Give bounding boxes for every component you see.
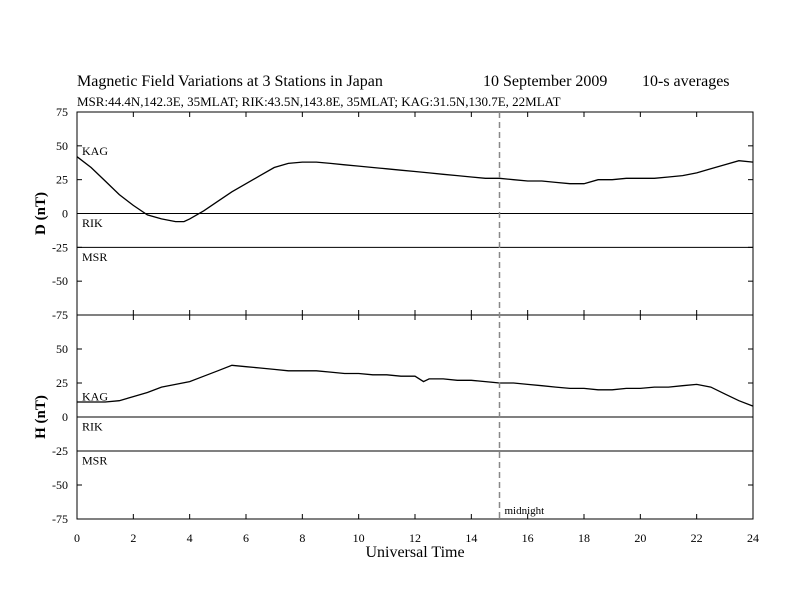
station-label-msr: MSR: [82, 250, 107, 264]
y-tick-label: 50: [56, 139, 68, 153]
y-tick-label: -25: [52, 444, 68, 458]
chart-averaging-note: 10-s averages: [642, 73, 730, 90]
x-tick-label: 6: [243, 531, 249, 545]
y-tick-label: -50: [52, 478, 68, 492]
chart-title: Magnetic Field Variations at 3 Stations …: [77, 73, 383, 90]
x-tick-label: 4: [187, 531, 193, 545]
x-tick-label: 18: [578, 531, 590, 545]
y-tick-label: 0: [62, 410, 68, 424]
x-tick-label: 14: [465, 531, 477, 545]
y-tick-label: -25: [52, 240, 68, 254]
y-tick-label: 25: [56, 173, 68, 187]
chart-date: 10 September 2009: [483, 73, 608, 90]
y-tick-label: -75: [52, 308, 68, 322]
y-tick-label: 0: [62, 207, 68, 221]
x-tick-label: 2: [130, 531, 136, 545]
x-tick-label: 12: [409, 531, 421, 545]
x-tick-label: 16: [522, 531, 534, 545]
y-tick-label: -50: [52, 274, 68, 288]
y-tick-label: 50: [56, 342, 68, 356]
x-tick-label: 20: [634, 531, 646, 545]
midnight-label: midnight: [505, 505, 545, 517]
x-tick-label: 22: [691, 531, 703, 545]
chart-subtitle: MSR:44.4N,142.3E, 35MLAT; RIK:43.5N,143.…: [77, 94, 561, 109]
x-tick-label: 24: [747, 531, 759, 545]
x-tick-label: 10: [353, 531, 365, 545]
y-axis-label: H (nT): [33, 395, 49, 439]
y-tick-label: 75: [56, 105, 68, 119]
y-tick-label: -75: [52, 512, 68, 526]
series-line-kag-h: [77, 364, 754, 407]
x-axis-label: Universal Time: [365, 544, 464, 561]
y-tick-label: 25: [56, 376, 68, 390]
x-tick-label: 0: [74, 531, 80, 545]
y-axis-label: D (nT): [33, 192, 49, 235]
station-label-rik: RIK: [82, 216, 103, 230]
x-tick-label: 8: [299, 531, 305, 545]
station-label-kag: KAG: [82, 390, 108, 404]
series-line-kag-d: [76, 156, 754, 223]
station-label-msr: MSR: [82, 454, 107, 468]
station-label-rik: RIK: [82, 420, 103, 434]
station-label-kag: KAG: [82, 144, 108, 158]
